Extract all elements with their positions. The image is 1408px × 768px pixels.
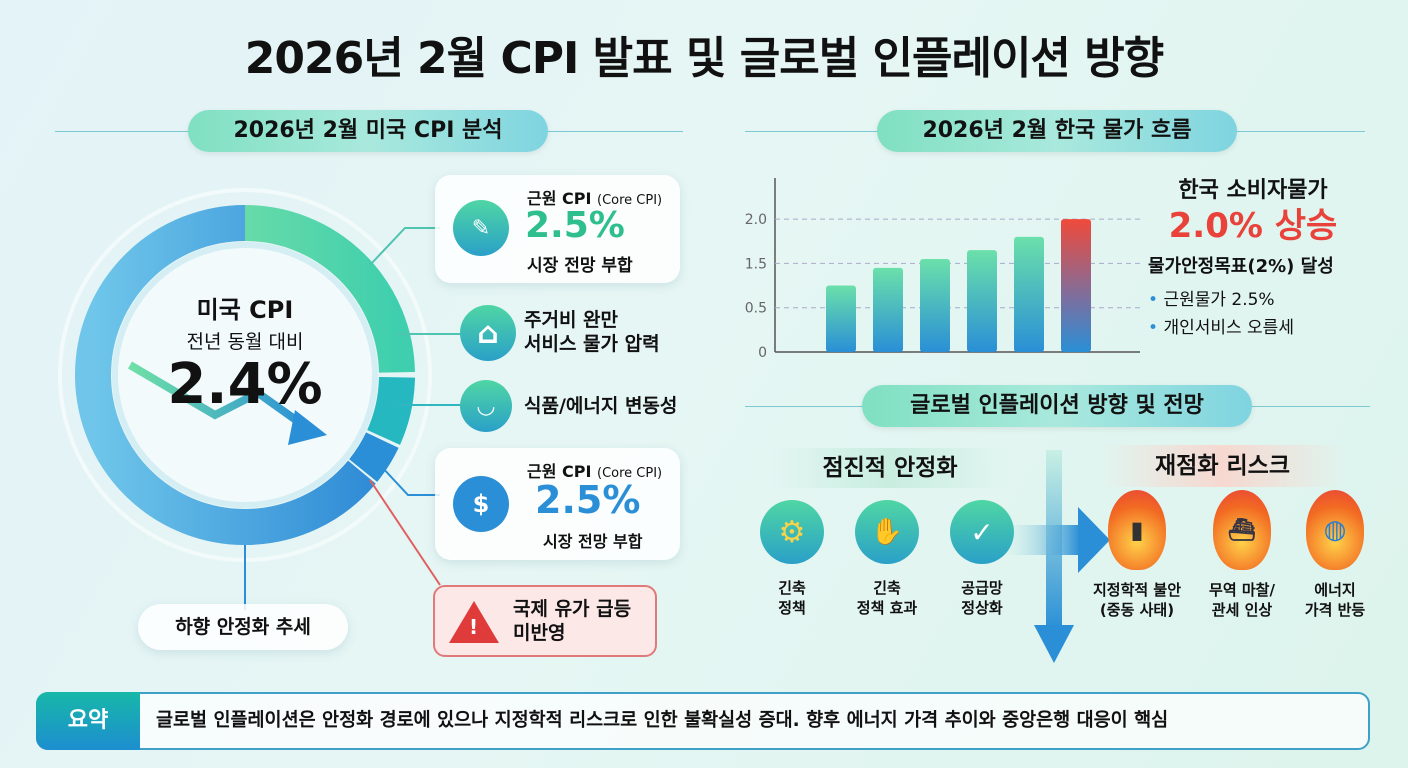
- risk-energy: ◍ 에너지 가격 반등: [1295, 490, 1375, 620]
- core-cpi-note: 시장 전망 부합: [543, 532, 643, 551]
- page-title: 2026년 2월 CPI 발표 및 글로벌 인플레이션 방향: [244, 33, 1164, 84]
- warning-icon: [449, 601, 499, 643]
- bar: [967, 250, 997, 352]
- oil-barrel-fire-icon: ▮: [1108, 490, 1166, 570]
- shield-check-icon: ✓: [950, 500, 1014, 564]
- core-cpi-card-1: ✎ 근원 CPI (Core CPI) 2.5% 시장 전망 부합: [435, 175, 680, 283]
- housing-text: 주거비 완만 서비스 물가 압력: [524, 309, 660, 355]
- risk-geopolitical: ▮ 지정학적 불안 (중동 사태): [1085, 490, 1189, 620]
- pills-icon: ✎: [453, 200, 509, 256]
- warning-line2: 미반영: [513, 622, 566, 644]
- us-section-header: 2026년 2월 미국 CPI 분석: [188, 110, 548, 152]
- us-cpi-value: 2.4%: [167, 352, 323, 417]
- core-cpi-sub: (Core CPI): [597, 466, 663, 481]
- y-tick-label: 2.0: [745, 212, 767, 228]
- food-energy-text: 식품/에너지 변동성: [524, 395, 678, 417]
- globe-fire-icon: ◍: [1306, 490, 1364, 570]
- summary-bar: 요약 글로벌 인플레이션은 안정화 경로에 있으나 지정학적 리스크로 인한 불…: [36, 692, 1370, 750]
- korea-section-header: 2026년 2월 한국 물가 흐름: [877, 110, 1237, 152]
- korea-target: 물가안정목표(2%) 달성: [1148, 256, 1334, 277]
- factor-supply-chain: ✓ 공급망 정상화: [942, 500, 1022, 618]
- korea-bullet: • 근원물가 2.5%: [1148, 290, 1275, 310]
- house-icon: ⌂: [460, 305, 516, 361]
- stabilization-factors: ⚙ 긴축 정책 ✋ 긴축 정책 효과 ✓ 공급망 정상화: [752, 500, 1022, 618]
- bar-highlight: [1061, 219, 1091, 352]
- bar: [826, 285, 856, 352]
- core-cpi-sub: (Core CPI): [597, 193, 663, 208]
- cargo-ship-fire-icon: ⛴: [1213, 490, 1271, 570]
- core-cpi-value: 2.5%: [535, 478, 641, 522]
- warning-line1: 국제 유가 급등: [513, 598, 632, 620]
- core-cpi-value: 2.5%: [525, 205, 625, 246]
- stabilization-title: 점진적 안정화: [770, 448, 1010, 488]
- korea-bullet: • 개인서비스 오름세: [1148, 318, 1294, 338]
- core-cpi-title: 근원 CPI: [527, 462, 592, 481]
- bar: [1014, 236, 1044, 352]
- donut-sublabel: 전년 동월 대비: [186, 331, 304, 353]
- y-tick-label: 0: [758, 345, 767, 361]
- gears-icon: ⚙: [760, 500, 824, 564]
- us-cpi-donut: [58, 188, 460, 610]
- global-section-header: 글로벌 인플레이션 방향 및 전망: [862, 385, 1252, 427]
- trend-label: 하향 안정화 추세: [138, 604, 348, 650]
- core-cpi-title: 근원 CPI: [527, 189, 592, 208]
- bar: [920, 258, 950, 352]
- korea-cpi-bar-chart: 0 0.5 1.5 2.0: [745, 178, 1140, 361]
- core-cpi-note: 시장 전망 부합: [527, 256, 633, 276]
- summary-text: 글로벌 인플레이션은 안정화 경로에 있으나 지정학적 리스크로 인한 불확실성…: [156, 710, 1169, 731]
- summary-label: 요약: [36, 692, 140, 750]
- donut-label: 미국 CPI: [196, 296, 294, 324]
- handshake-icon: ✋: [855, 500, 919, 564]
- korea-headline: 한국 소비자물가: [1178, 178, 1328, 203]
- money-bag-hand-icon: $: [453, 476, 509, 532]
- korea-cpi-value: 2.0% 상승: [1168, 206, 1338, 246]
- y-tick-label: 0.5: [745, 301, 767, 317]
- core-cpi-card-2: $ 근원 CPI (Core CPI) 2.5% 시장 전망 부합: [435, 448, 680, 560]
- y-tick-label: 1.5: [745, 256, 767, 272]
- risk-title: 재점화 리스크: [1100, 445, 1345, 487]
- oil-warning-box: ! 국제 유가 급등 미반영: [433, 585, 657, 657]
- factor-tightening-policy: ⚙ 긴축 정책: [752, 500, 832, 618]
- food-bowl-icon: ◡: [460, 380, 512, 432]
- donut-segment-green: [75, 205, 415, 545]
- korea-summary: 한국 소비자물가 2.0% 상승 물가안정목표(2%) 달성 • 근원물가 2.…: [1148, 172, 1358, 342]
- risk-factors: ▮ 지정학적 불안 (중동 사태) ⛴ 무역 마찰/관세 인상 ◍ 에너지 가격 반등: [1085, 490, 1375, 620]
- factor-policy-effect: ✋ 긴축 정책 효과: [842, 500, 932, 618]
- risk-trade: ⛴ 무역 마찰/관세 인상: [1198, 490, 1286, 620]
- bar: [873, 267, 903, 352]
- down-trend-arrow-icon: [127, 361, 313, 434]
